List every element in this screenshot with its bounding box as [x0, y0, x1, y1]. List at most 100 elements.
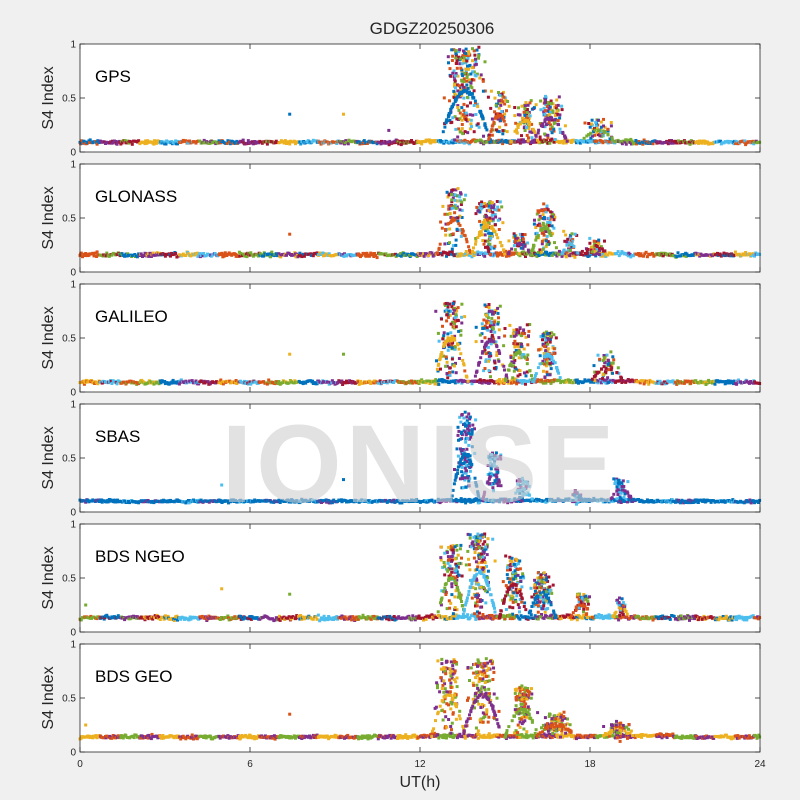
data-point [466, 91, 470, 95]
data-point [288, 352, 292, 356]
data-point [495, 344, 499, 348]
data-point [668, 252, 672, 256]
data-point [163, 254, 167, 258]
data-point [547, 118, 551, 122]
data-point [327, 252, 331, 256]
data-point [718, 252, 722, 256]
data-point [600, 367, 604, 371]
data-point [442, 354, 445, 358]
data-point [299, 499, 303, 503]
data-point [562, 140, 566, 144]
data-point [577, 141, 580, 145]
data-point [446, 348, 450, 352]
data-point [721, 253, 725, 257]
data-point [513, 248, 517, 252]
data-point [523, 120, 526, 124]
data-point [608, 364, 612, 368]
data-point [234, 379, 238, 382]
data-point [539, 225, 543, 229]
data-point [464, 87, 468, 91]
data-point [550, 497, 554, 501]
data-point [513, 339, 517, 343]
data-point [601, 373, 605, 377]
data-point [222, 254, 226, 258]
data-point [590, 250, 594, 254]
data-point [462, 77, 466, 81]
data-point [534, 134, 538, 138]
data-point [675, 382, 679, 386]
data-point [448, 370, 452, 374]
data-point [456, 135, 460, 139]
data-point [508, 323, 512, 327]
data-point [520, 342, 523, 346]
data-point [523, 104, 527, 108]
data-point [485, 319, 488, 323]
data-point [454, 56, 458, 60]
data-point [758, 140, 762, 144]
data-point [446, 305, 450, 309]
data-point [483, 123, 487, 127]
data-point [545, 105, 549, 109]
data-point [737, 378, 740, 382]
data-point [524, 116, 528, 120]
data-point [479, 73, 483, 77]
data-point [490, 339, 494, 343]
data-point [563, 135, 567, 139]
data-point [449, 190, 453, 194]
data-point [398, 139, 402, 143]
data-point [562, 229, 566, 233]
data-point [468, 248, 471, 252]
data-point [533, 376, 537, 380]
data-point [473, 451, 477, 455]
data-point [533, 130, 537, 134]
data-point [521, 237, 525, 241]
data-point [448, 119, 452, 122]
data-point [685, 252, 689, 256]
data-point [602, 356, 606, 360]
data-point [279, 255, 283, 259]
data-point [463, 130, 467, 134]
data-point [467, 422, 471, 425]
data-point [219, 378, 223, 382]
data-point [453, 322, 456, 326]
data-point [415, 255, 419, 258]
data-point [92, 254, 96, 258]
data-point [587, 122, 591, 125]
data-point [633, 140, 637, 144]
data-point [483, 202, 487, 205]
data-point [594, 120, 598, 124]
data-point [458, 341, 462, 345]
data-point [455, 254, 459, 258]
data-point [508, 364, 512, 368]
data-point [619, 379, 623, 383]
data-point [691, 253, 695, 257]
data-point [494, 366, 498, 369]
data-point [548, 340, 552, 344]
data-point [487, 306, 491, 309]
data-point [456, 199, 459, 203]
data-point [497, 208, 501, 212]
data-point [457, 222, 461, 226]
data-point [497, 328, 501, 332]
data-point [454, 206, 458, 210]
plot-area [80, 44, 760, 152]
data-point [732, 253, 736, 257]
data-point [641, 142, 645, 146]
data-point [493, 96, 497, 100]
data-point [467, 437, 471, 441]
data-point [477, 54, 481, 58]
data-point [624, 142, 628, 146]
data-point [464, 252, 468, 256]
data-point [490, 206, 494, 210]
data-point [464, 111, 468, 115]
data-point [83, 381, 87, 384]
data-point [528, 114, 532, 118]
data-point [471, 59, 474, 63]
data-point [596, 133, 600, 137]
data-point [199, 254, 203, 257]
data-point [283, 139, 287, 143]
data-point [467, 67, 471, 71]
data-point [552, 226, 556, 230]
data-point [463, 369, 467, 373]
data-point [484, 358, 488, 362]
